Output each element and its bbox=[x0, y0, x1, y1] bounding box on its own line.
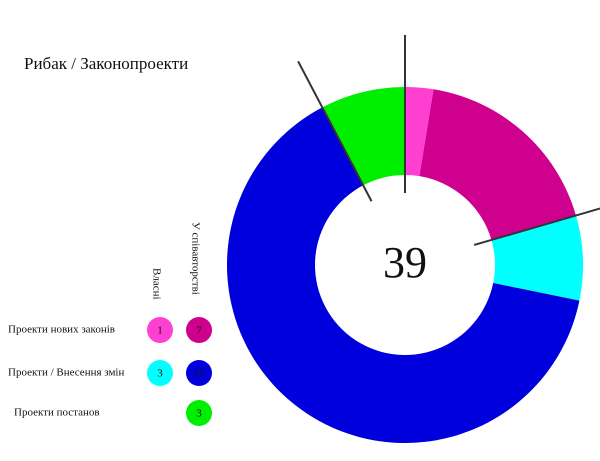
legend-marker bbox=[186, 360, 212, 386]
donut-segment bbox=[322, 87, 405, 186]
legend-value: 7 bbox=[196, 325, 202, 337]
total-label: 39 bbox=[383, 238, 427, 287]
row-label: Проекти постанов bbox=[14, 407, 100, 419]
donut-segment bbox=[226, 107, 580, 443]
legend-marker bbox=[147, 360, 173, 386]
legend-value: 25 bbox=[194, 368, 206, 380]
column-label: Власні bbox=[150, 268, 162, 300]
legend-value: 3 bbox=[157, 368, 163, 380]
legend-marker bbox=[186, 317, 212, 343]
group-divider bbox=[473, 207, 600, 246]
legend-marker bbox=[186, 400, 212, 426]
legend-marker bbox=[147, 317, 173, 343]
donut-segment bbox=[419, 89, 576, 240]
legend-value: 3 bbox=[196, 408, 202, 420]
chart-title: Рибак / Законопроекти bbox=[24, 54, 188, 73]
row-label: Проекти / Внесення змін bbox=[8, 367, 124, 379]
column-label: У співавторстві bbox=[189, 222, 201, 295]
donut-segment bbox=[491, 215, 583, 301]
row-label: Проекти нових законів bbox=[8, 324, 115, 336]
donut-segment bbox=[405, 87, 434, 177]
group-divider bbox=[297, 60, 373, 202]
legend-value: 1 bbox=[157, 325, 163, 337]
